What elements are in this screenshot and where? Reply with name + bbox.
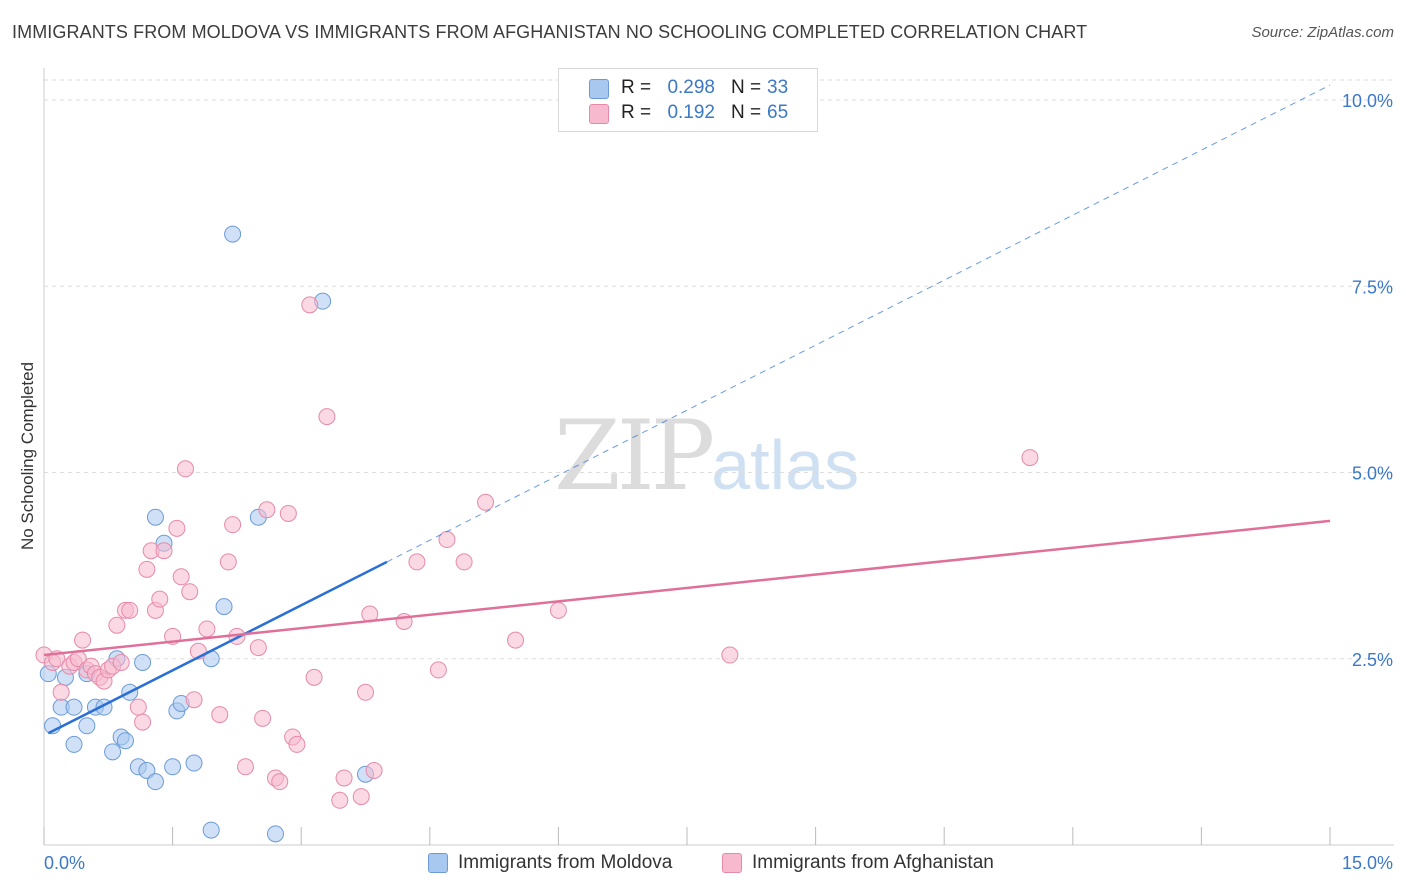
afghanistan-point bbox=[224, 516, 242, 534]
bottom-legend-label: Immigrants from Moldova bbox=[458, 852, 673, 873]
afghanistan-point bbox=[134, 713, 152, 731]
afghanistan-point bbox=[211, 706, 229, 724]
legend-r-label: R = bbox=[621, 102, 652, 123]
afghanistan-point bbox=[438, 531, 456, 549]
afghanistan-point bbox=[74, 631, 92, 649]
afghanistan-point bbox=[138, 560, 156, 578]
afghanistan-trend-line bbox=[43, 519, 1331, 657]
afghanistan-point bbox=[249, 639, 267, 657]
afghanistan-point bbox=[721, 646, 739, 664]
moldova-point bbox=[266, 825, 284, 843]
afghanistan-point bbox=[254, 709, 272, 727]
afghanistan-point bbox=[185, 691, 203, 709]
afghanistan-point bbox=[155, 542, 173, 560]
moldova-point bbox=[146, 508, 164, 526]
legend-n-label: N = bbox=[731, 102, 762, 123]
afghanistan-point bbox=[129, 698, 147, 716]
afghanistan-point bbox=[301, 296, 319, 314]
y-tick-label: 7.5% bbox=[1352, 277, 1393, 297]
afghanistan-point bbox=[172, 568, 190, 586]
legend-n-value: 33 bbox=[767, 77, 789, 98]
afghanistan-point bbox=[507, 631, 525, 649]
x-tick-label: 0.0% bbox=[44, 853, 85, 873]
afghanistan-point bbox=[1021, 449, 1039, 467]
afghanistan-point bbox=[335, 769, 353, 787]
x-tick-label: 15.0% bbox=[1342, 853, 1393, 873]
afghanistan-point bbox=[271, 773, 289, 791]
moldova-point bbox=[65, 698, 83, 716]
legend-r-value: 0.192 bbox=[667, 102, 715, 123]
legend-n-label: N = bbox=[731, 77, 762, 98]
watermark-atlas: atlas bbox=[711, 426, 860, 504]
moldova-point bbox=[116, 732, 134, 750]
moldova-point bbox=[202, 821, 220, 839]
moldova-point bbox=[164, 758, 182, 776]
afghanistan-point bbox=[121, 601, 139, 619]
afghanistan-point bbox=[429, 661, 447, 679]
bottom-legend-label: Immigrants from Afghanistan bbox=[752, 852, 994, 873]
source-label: Source: ZipAtlas.com bbox=[1251, 24, 1394, 41]
y-tick-label: 2.5% bbox=[1352, 650, 1393, 670]
moldova-point bbox=[224, 225, 242, 243]
moldova-point bbox=[138, 762, 156, 779]
afghanistan-point bbox=[168, 519, 186, 537]
afghanistan-point bbox=[52, 683, 70, 701]
moldova-point bbox=[215, 598, 233, 616]
watermark-zip: ZIP bbox=[554, 400, 715, 512]
moldova-point bbox=[65, 735, 83, 753]
afghanistan-point bbox=[365, 762, 383, 779]
afghanistan-point bbox=[288, 735, 306, 753]
afghanistan-point bbox=[108, 616, 126, 634]
afghanistan-point bbox=[305, 668, 323, 686]
moldova-point bbox=[185, 754, 203, 772]
afghanistan-point bbox=[151, 590, 169, 608]
afghanistan-point bbox=[455, 553, 473, 571]
afghanistan-point bbox=[219, 553, 237, 571]
moldova-point bbox=[104, 743, 122, 761]
legend-r-value: 0.298 bbox=[667, 77, 715, 98]
chart-title: IMMIGRANTS FROM MOLDOVA VS IMMIGRANTS FR… bbox=[12, 22, 1088, 42]
afghanistan-point bbox=[331, 791, 349, 809]
afghanistan-point bbox=[176, 460, 194, 478]
bottom-legend-swatch-moldova bbox=[428, 853, 448, 873]
stats-legend: R = 0.298 N = 33 R = 0.192 N = 65 bbox=[558, 68, 818, 132]
bottom-legend-swatch-afghanistan bbox=[722, 853, 742, 873]
moldova-point bbox=[146, 773, 164, 791]
legend-swatch-moldova bbox=[589, 79, 609, 99]
legend-n-value: 65 bbox=[767, 102, 789, 123]
afghanistan-point bbox=[352, 788, 370, 806]
afghanistan-point bbox=[477, 493, 495, 511]
watermark: ZIPatlas bbox=[554, 400, 859, 512]
afghanistan-point bbox=[236, 758, 254, 776]
moldova-trend-line bbox=[47, 560, 388, 735]
afghanistan-point bbox=[549, 601, 567, 619]
moldova-point bbox=[78, 717, 96, 735]
afghanistan-point bbox=[181, 583, 199, 601]
legend-swatch-afghanistan bbox=[589, 104, 609, 124]
afghanistan-point bbox=[408, 553, 426, 571]
afghanistan-point bbox=[318, 408, 336, 426]
moldova-trend-extension bbox=[386, 84, 1331, 563]
afghanistan-point bbox=[279, 504, 297, 522]
afghanistan-point bbox=[112, 653, 130, 671]
moldova-point bbox=[134, 653, 152, 671]
y-tick-label: 5.0% bbox=[1352, 464, 1393, 484]
y-tick-label: 10.0% bbox=[1342, 91, 1393, 111]
afghanistan-point bbox=[198, 620, 216, 638]
afghanistan-point bbox=[357, 683, 374, 701]
legend-r-label: R = bbox=[621, 77, 652, 98]
afghanistan-point bbox=[258, 501, 276, 519]
